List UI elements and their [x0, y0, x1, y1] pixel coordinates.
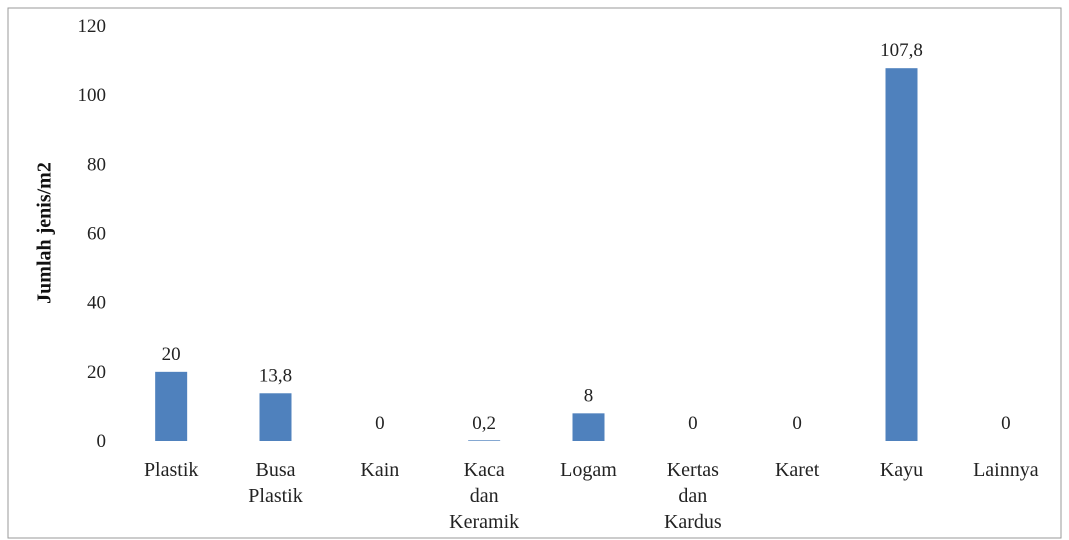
data-label: 0 — [1001, 413, 1011, 434]
category-label: Keramik — [449, 511, 519, 533]
data-label: 8 — [584, 385, 594, 406]
y-tick-label: 0 — [97, 431, 107, 452]
category-label: Kardus — [664, 511, 722, 533]
data-label: 0 — [375, 413, 385, 434]
y-tick-label: 40 — [87, 293, 106, 314]
y-tick-label: 60 — [87, 224, 106, 245]
category-label: dan — [470, 485, 499, 507]
data-label: 13,8 — [259, 365, 292, 386]
data-label: 20 — [162, 344, 181, 365]
category-label: Karet — [775, 459, 820, 481]
data-label: 0 — [792, 413, 802, 434]
category-label: Kayu — [880, 459, 923, 481]
category-label: dan — [678, 485, 707, 507]
bar — [155, 372, 187, 441]
category-labels: Plastik Busa Plastik Kain Kaca dan Keramik Loga… — [144, 459, 1039, 533]
category-label: Busa — [256, 459, 296, 481]
y-axis-ticks: 0 20 40 60 80 100 120 — [78, 16, 107, 452]
y-axis-title: Jumlah jenis/m2 — [34, 162, 56, 304]
y-tick-label: 80 — [87, 154, 106, 175]
category-label: Logam — [560, 459, 617, 481]
bar — [468, 440, 500, 441]
category-label: Plastik — [248, 485, 302, 507]
data-label: 0 — [688, 413, 698, 434]
category-label: Lainnya — [973, 459, 1039, 481]
data-label: 0,2 — [472, 413, 496, 434]
y-tick-label: 20 — [87, 362, 106, 383]
category-label: Kertas — [667, 459, 719, 481]
y-tick-label: 100 — [78, 85, 107, 106]
data-labels: 20 13,8 0 0,2 8 0 0 107,8 0 — [162, 40, 1011, 434]
category-label: Plastik — [144, 459, 198, 481]
y-tick-label: 120 — [78, 16, 107, 37]
category-label: Kain — [360, 459, 399, 481]
bar — [886, 68, 918, 441]
data-label: 107,8 — [880, 40, 923, 61]
bar — [573, 413, 605, 441]
category-label: Kaca — [464, 459, 505, 481]
bar — [260, 393, 292, 441]
